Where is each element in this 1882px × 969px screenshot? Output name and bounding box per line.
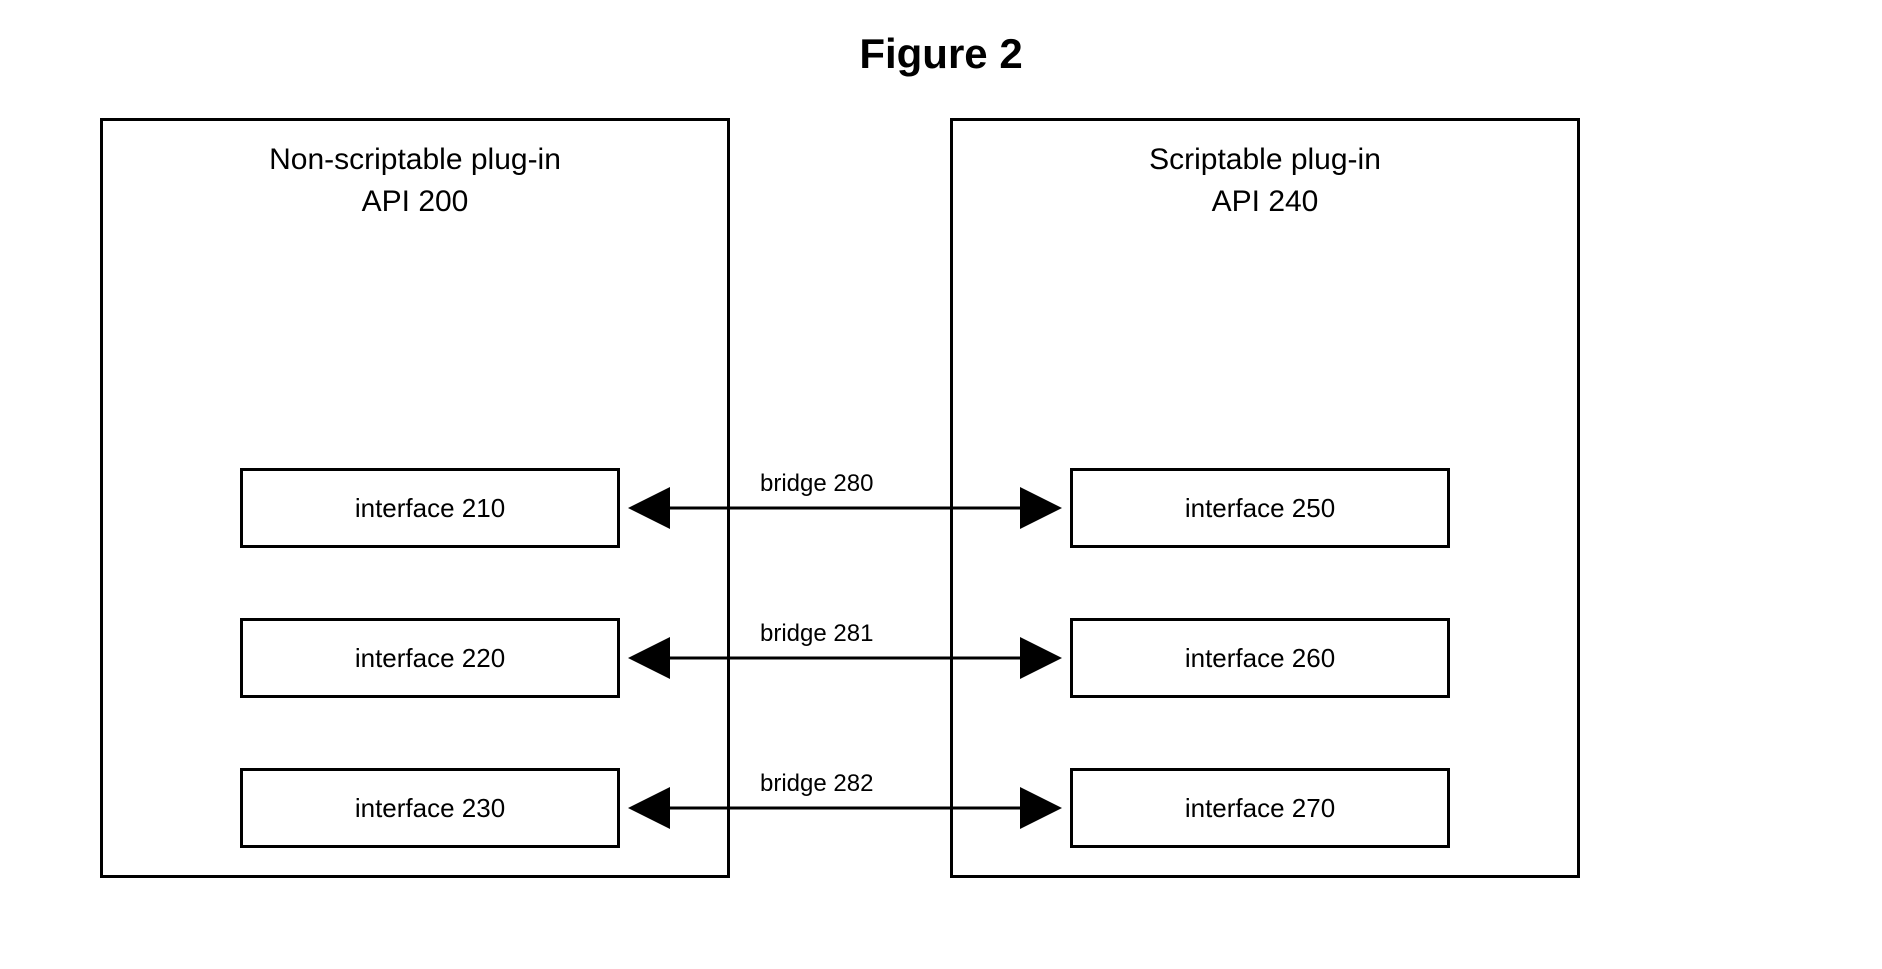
- figure-title: Figure 2: [0, 0, 1882, 98]
- diagram-container: Non-scriptable plug-in API 200 Scriptabl…: [0, 98, 1882, 918]
- bridge-arrows-svg: [0, 98, 1882, 918]
- bridge-label-1: bridge 281: [760, 620, 873, 648]
- bridge-label-0: bridge 280: [760, 470, 873, 498]
- bridge-label-2: bridge 282: [760, 770, 873, 798]
